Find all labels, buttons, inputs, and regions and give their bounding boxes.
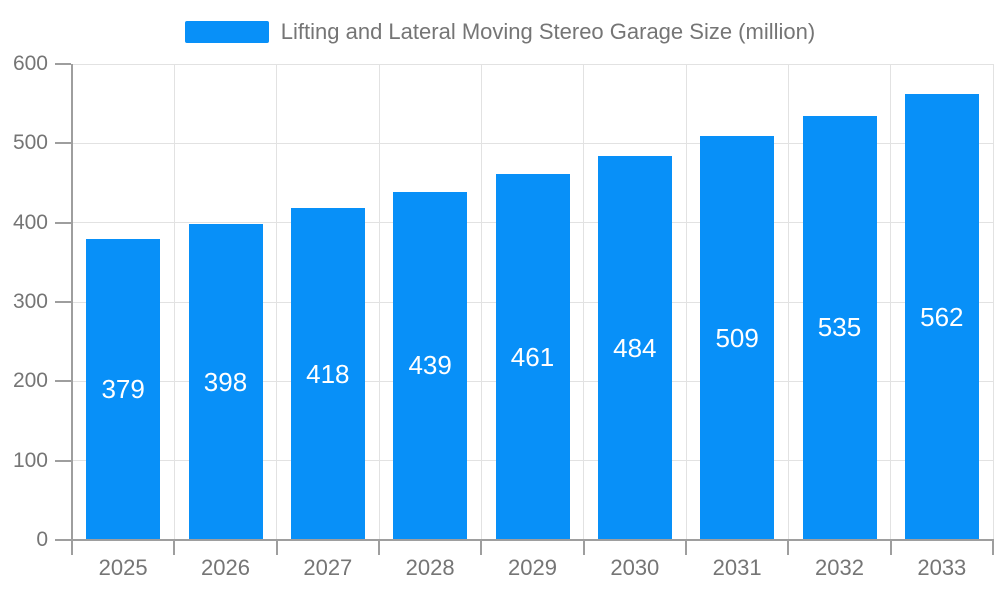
x-axis-tick [378,541,380,555]
x-axis-tick [992,541,994,555]
gridline-vertical [480,64,482,540]
bar-value-label: 461 [510,341,555,372]
y-tick-label: 600 [12,52,48,75]
y-tick-label: 0 [36,528,48,551]
y-axis-tick [55,301,71,303]
x-axis-tick [787,541,790,555]
x-axis-tick [71,541,73,555]
y-axis-tick [55,63,71,65]
bar-2031[interactable]: 509 [700,136,775,539]
bar-value-label: 484 [613,332,657,363]
y-axis-tick [55,380,71,383]
bar-value-label: 379 [101,374,145,405]
x-axis-tick [582,541,585,555]
bar-2033[interactable]: 562 [904,94,979,539]
y-axis-tick [55,221,71,224]
x-axis-tick [275,541,278,555]
bar-2029[interactable]: 461 [495,174,570,539]
x-axis-line [71,539,994,541]
bar-value-label: 418 [306,358,350,389]
y-tick-label: 500 [12,131,48,155]
x-axis-tick [480,541,483,555]
x-axis-tick [173,541,176,555]
bar-value-label: 562 [920,301,964,332]
gridline-vertical [992,64,994,540]
y-tick-label: 100 [12,448,48,472]
bar-value-label: 535 [817,312,862,343]
gridline-vertical [378,64,380,540]
y-tick-label: 400 [12,210,48,234]
gridline-horizontal [72,63,993,65]
bar-2032[interactable]: 535 [802,115,877,539]
x-tick-label-2028: 2028 [405,555,455,580]
bar-2026[interactable]: 398 [188,224,263,539]
x-tick-label-2032: 2032 [815,555,864,580]
gridline-vertical [583,64,585,540]
x-tick-label-2031: 2031 [712,555,762,580]
gridline-vertical [173,64,175,540]
x-tick-label-2026: 2026 [201,555,250,580]
x-tick-label-2025: 2025 [98,555,148,580]
legend-swatch-icon [184,21,269,43]
y-axis-tick [55,459,71,462]
gridline-horizontal [72,142,993,144]
y-tick-label: 300 [12,290,48,313]
bar-value-label: 398 [203,366,248,397]
y-axis-tick [55,539,71,541]
x-tick-label-2030: 2030 [610,555,660,580]
gridline-vertical [890,64,892,540]
chart-legend[interactable]: Lifting and Lateral Moving Stereo Garage… [0,16,1000,48]
x-axis-tick [685,541,687,555]
bar-value-label: 439 [408,350,452,381]
y-axis-line [71,64,73,541]
bar-value-label: 509 [715,322,759,353]
gridline-vertical [685,64,687,540]
bar-2030[interactable]: 484 [597,156,672,539]
gridline-vertical [787,64,789,540]
bar-2027[interactable]: 418 [290,208,365,539]
x-tick-label-2029: 2029 [508,555,557,580]
y-axis-tick [55,142,71,145]
gridline-vertical [276,64,278,540]
y-tick-label: 200 [12,369,48,393]
legend-label: Lifting and Lateral Moving Stereo Garage… [280,19,816,44]
x-tick-label-2027: 2027 [303,555,353,580]
bar-2025[interactable]: 379 [86,239,161,539]
bar-2028[interactable]: 439 [393,191,468,539]
x-tick-label-2033: 2033 [917,555,967,580]
x-axis-tick [889,541,892,555]
